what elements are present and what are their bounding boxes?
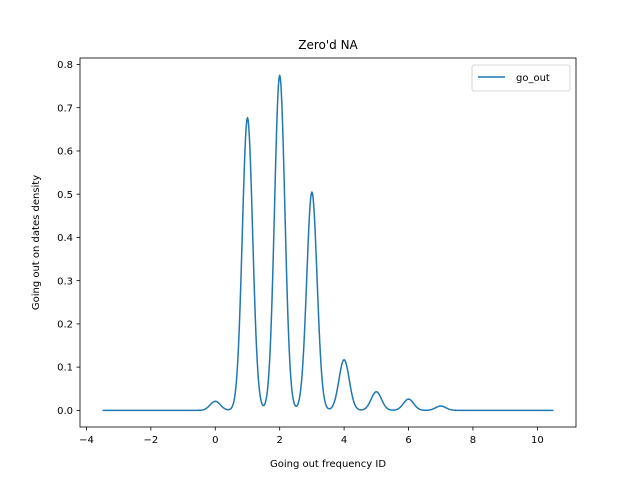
x-tick-label: 4 — [341, 435, 347, 446]
y-tick-label: 0.0 — [57, 406, 73, 417]
x-tick-label: 10 — [531, 435, 544, 446]
series-line-go-out — [102, 74, 554, 412]
x-tick-label: 0 — [212, 435, 218, 446]
series-layer — [102, 74, 554, 412]
legend-entry-go-out: go_out — [516, 73, 550, 84]
legend: go_out — [471, 64, 571, 92]
chart-title: Zero'd NA — [298, 38, 358, 52]
x-tick-label: −4 — [79, 435, 94, 446]
y-tick-label: 0.1 — [57, 363, 73, 374]
y-tick-label: 0.2 — [57, 319, 73, 330]
y-tick-label: 0.3 — [57, 276, 73, 287]
y-tick-label: 0.8 — [57, 60, 73, 71]
y-tick-label: 0.4 — [57, 233, 73, 244]
y-axis-label: Going out on dates density — [31, 175, 42, 310]
x-axis-label: Going out frequency ID — [270, 459, 386, 470]
y-tick-label: 0.7 — [57, 103, 73, 114]
y-axis: 0.0 0.1 0.2 0.3 0.4 0.5 0.6 0.7 0.8 — [57, 60, 80, 417]
legend-frame — [471, 64, 571, 92]
x-tick-label: 8 — [470, 435, 476, 446]
x-axis: −4 −2 0 2 4 6 8 10 — [79, 427, 544, 446]
plot-area-frame — [79, 57, 577, 428]
y-tick-label: 0.6 — [57, 147, 73, 158]
x-tick-label: 6 — [405, 435, 411, 446]
plot-area-background — [80, 58, 576, 427]
x-tick-label: 2 — [277, 435, 283, 446]
y-tick-label: 0.5 — [57, 190, 73, 201]
x-tick-label: −2 — [143, 435, 158, 446]
